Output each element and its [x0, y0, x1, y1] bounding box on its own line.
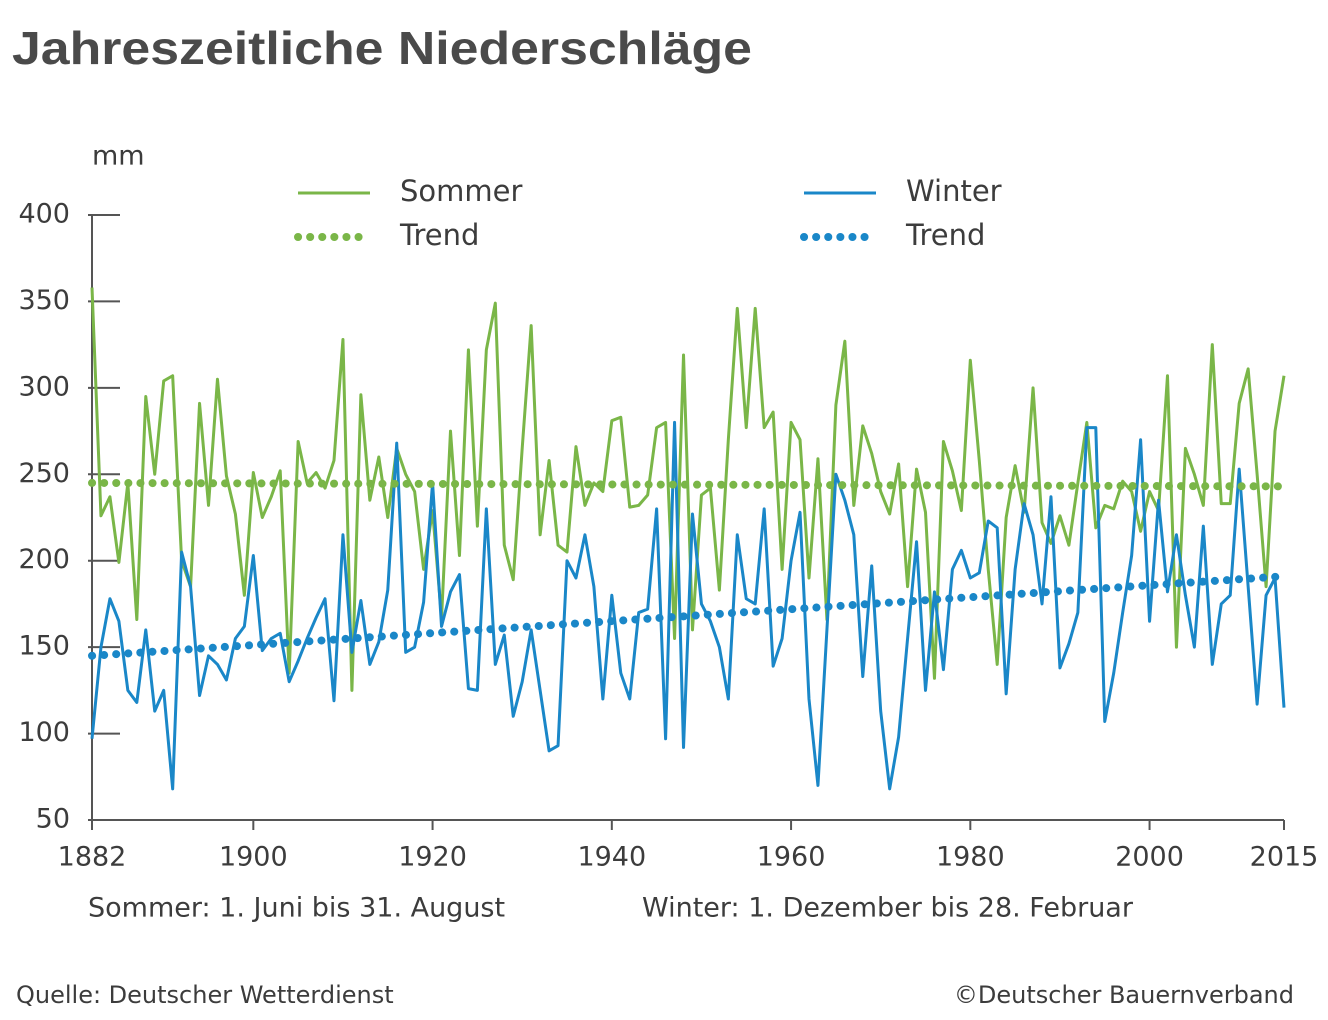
y-tick-label: 100	[18, 717, 70, 748]
y-axis-label: mm	[92, 141, 145, 172]
legend-label: Trend	[399, 218, 479, 252]
x-tick-label: 1980	[936, 842, 1005, 873]
y-tick-label: 200	[18, 544, 70, 575]
trend-line	[88, 478, 1288, 491]
note: Winter: 1. Dezember bis 28. Februar	[642, 893, 1134, 924]
trend-line	[88, 572, 1288, 660]
legend-label: Sommer	[400, 174, 522, 208]
x-tick-label: 2015	[1250, 842, 1319, 873]
source: Quelle: Deutscher Wetterdienst	[16, 981, 394, 1009]
y-tick-label: 350	[18, 285, 70, 316]
x-tick-label: 1882	[58, 842, 127, 873]
y-tick-label: 300	[18, 371, 70, 402]
x-tick-label: 2000	[1115, 842, 1184, 873]
data-line	[90, 420, 1286, 791]
y-tick-label: 150	[18, 631, 70, 662]
x-tick-label: 1960	[757, 842, 826, 873]
x-tick-label: 1920	[398, 842, 467, 873]
y-tick-label: 400	[18, 199, 70, 230]
x-tick-label: 1900	[219, 842, 288, 873]
x-tick-label: 1940	[577, 842, 646, 873]
y-tick-label: 50	[36, 804, 70, 835]
note: Sommer: 1. Juni bis 31. August	[88, 893, 505, 924]
copyright: ©Deutscher Bauernverband	[954, 981, 1294, 1009]
legend-label: Winter	[906, 174, 1002, 208]
y-tick-label: 250	[18, 458, 70, 489]
legend-label: Trend	[905, 218, 985, 252]
chart-title: Jahreszeitliche Niederschläge	[12, 22, 752, 74]
